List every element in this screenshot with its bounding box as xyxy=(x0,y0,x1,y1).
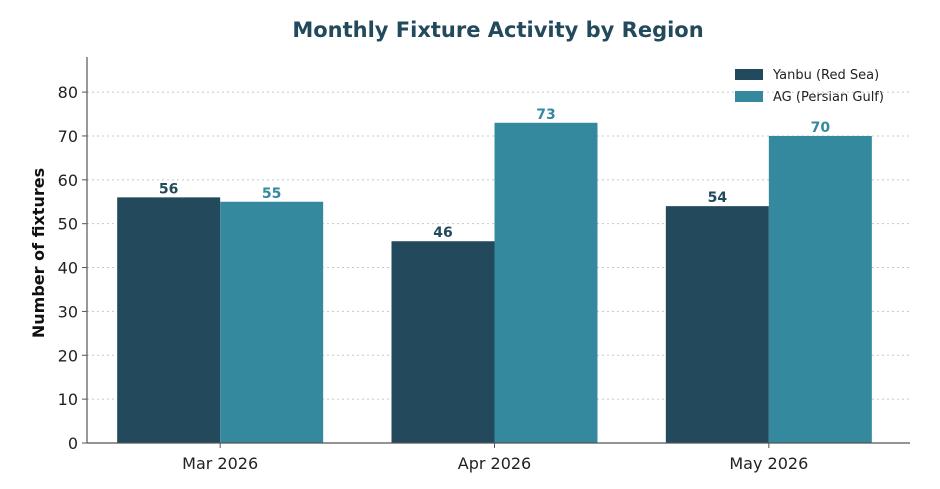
bar-value-label: 70 xyxy=(811,120,831,136)
chart-title: Monthly Fixture Activity by Region xyxy=(292,18,703,42)
bar-value-label: 46 xyxy=(433,225,452,241)
legend-label: Yanbu (Red Sea) xyxy=(772,68,879,83)
y-tick-label: 50 xyxy=(58,215,78,234)
x-tick-label: Apr 2026 xyxy=(458,454,531,473)
axes xyxy=(86,57,910,444)
y-tick-label: 80 xyxy=(58,83,78,102)
y-tick-label: 30 xyxy=(58,302,78,321)
y-tick-label: 20 xyxy=(58,346,78,365)
y-tick-label: 40 xyxy=(58,259,78,278)
x-tick-label: Mar 2026 xyxy=(182,454,258,473)
bar-value-label: 55 xyxy=(262,186,281,202)
bar-yanbu xyxy=(391,241,495,443)
bar-ag xyxy=(220,201,324,443)
bar-ag xyxy=(494,122,598,443)
legend-swatch xyxy=(735,69,763,80)
y-axis-ticks: 0 10 20 30 40 50 60 70 80 xyxy=(58,83,87,453)
bar-value-label: 73 xyxy=(536,107,555,123)
y-axis-label: Number of fixtures xyxy=(29,168,48,338)
bar-yanbu xyxy=(665,206,769,443)
legend: Yanbu (Red Sea) AG (Persian Gulf) xyxy=(735,68,884,105)
y-tick-label: 0 xyxy=(68,434,78,453)
bars xyxy=(117,122,872,444)
x-tick-label: May 2026 xyxy=(729,454,808,473)
bar-yanbu xyxy=(117,197,221,443)
x-axis-ticks: Mar 2026 Apr 2026 May 2026 xyxy=(182,443,808,473)
data-labels: 56 55 46 73 54 70 xyxy=(159,107,830,241)
bar-ag xyxy=(768,135,872,444)
bar-value-label: 54 xyxy=(708,190,728,206)
y-tick-label: 70 xyxy=(58,127,78,146)
bar-value-label: 56 xyxy=(159,181,178,197)
y-tick-label: 10 xyxy=(58,390,78,409)
legend-label: AG (Persian Gulf) xyxy=(773,90,884,105)
legend-swatch xyxy=(735,91,763,102)
y-tick-label: 60 xyxy=(58,171,78,190)
